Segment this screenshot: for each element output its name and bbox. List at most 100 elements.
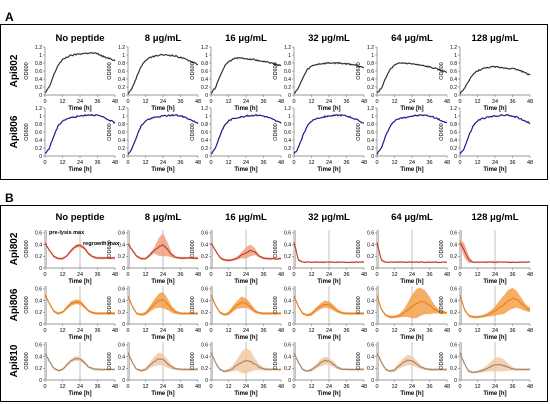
x-tick-label: 0 [458, 272, 461, 278]
y-tick-label: 0.4 [35, 138, 42, 144]
y-tick-label: 0.4 [284, 298, 291, 304]
x-axis-label: Time [h] [483, 106, 506, 112]
x-axis-label: Time [h] [483, 335, 506, 341]
y-tick-label: 0.4 [284, 242, 291, 248]
y-tick-label: 0.8 [118, 61, 125, 67]
x-tick-label: 36 [94, 160, 100, 166]
y-axis-label: OD600 [107, 123, 113, 140]
subplot-api806-16-g-ml: 0 12 24 36 48 Time [h] 0 0.2 0.4 0.6 OD600 [190, 286, 284, 341]
y-axis-label: OD600 [439, 123, 445, 140]
y-tick-label: 0.4 [35, 242, 42, 248]
y-tick-label: 1.2 [367, 106, 374, 112]
y-tick-label: 0 [122, 93, 125, 99]
x-tick-label: 48 [444, 328, 450, 334]
y-tick-label: 0.6 [35, 130, 42, 136]
subplot-api810-32-g-ml: 0 12 24 36 48 Time [h] 0 0.2 0.4 0.6 OD600 [273, 342, 367, 397]
y-tick-label: 0.6 [284, 69, 291, 75]
x-tick-label: 12 [391, 160, 397, 166]
x-axis-label: Time [h] [400, 335, 423, 341]
x-tick-label: 0 [43, 272, 46, 278]
y-tick-label: 0.8 [367, 122, 374, 128]
y-axis-label: OD600 [190, 240, 196, 257]
x-axis-label: Time [h] [234, 106, 257, 112]
x-tick-label: 36 [260, 160, 266, 166]
y-tick-label: 0.6 [35, 69, 42, 75]
x-tick-label: 36 [177, 99, 183, 105]
x-tick-label: 36 [426, 99, 432, 105]
x-tick-label: 24 [160, 272, 166, 278]
x-tick-label: 24 [326, 99, 332, 105]
x-tick-label: 48 [278, 384, 284, 390]
x-tick-label: 48 [278, 160, 284, 166]
y-tick-label: 1 [39, 114, 42, 120]
y-tick-label: 1 [288, 114, 291, 120]
subplot-api802-128-g-ml: 0 12 24 36 48 Time [h] 0 0.2 0.4 0.6 OD600 [439, 230, 533, 285]
x-tick-label: 36 [509, 160, 515, 166]
x-tick-label: 24 [492, 99, 498, 105]
x-tick-label: 24 [160, 160, 166, 166]
x-tick-label: 12 [391, 99, 397, 105]
x-tick-label: 24 [77, 160, 83, 166]
series-line-api802-no-peptide [44, 51, 116, 94]
y-tick-label: 0.8 [284, 122, 291, 128]
y-tick-label: 0.6 [367, 343, 374, 349]
y-tick-label: 1.2 [450, 106, 457, 112]
y-tick-label: 1 [205, 53, 208, 59]
x-tick-label: 48 [444, 384, 450, 390]
x-tick-label: 24 [409, 328, 415, 334]
y-tick-label: 0.2 [284, 310, 291, 316]
x-tick-label: 36 [509, 272, 515, 278]
x-tick-label: 0 [458, 160, 461, 166]
y-tick-label: 0.6 [201, 231, 208, 237]
y-tick-label: 0.4 [118, 77, 125, 83]
y-tick-label: 0.6 [367, 231, 374, 237]
x-tick-label: 24 [77, 384, 83, 390]
y-tick-label: 0.8 [284, 61, 291, 67]
x-tick-label: 0 [43, 384, 46, 390]
y-tick-label: 0.2 [201, 310, 208, 316]
x-axis-label: Time [h] [317, 279, 340, 285]
x-axis-label: Time [h] [151, 167, 174, 173]
subplot-api802-8-g-ml: 0 12 24 36 48 Time [h] 0 0.2 0.4 0.6 OD600 [107, 230, 201, 285]
x-axis-label: Time [h] [400, 279, 423, 285]
y-tick-label: 0.2 [118, 366, 125, 372]
y-tick-label: 1 [288, 53, 291, 59]
series-line-api806-128-g-ml [459, 294, 531, 319]
row-label-api802: Api802 [9, 232, 20, 265]
x-tick-label: 0 [292, 384, 295, 390]
y-tick-label: 0.6 [201, 343, 208, 349]
x-tick-label: 24 [492, 328, 498, 334]
x-tick-label: 0 [292, 328, 295, 334]
x-tick-label: 36 [343, 384, 349, 390]
series-line-api806-16-g-ml [210, 294, 282, 316]
x-tick-label: 12 [391, 328, 397, 334]
subplot-api810-16-g-ml: 0 12 24 36 48 Time [h] 0 0.2 0.4 0.6 OD600 [190, 342, 284, 397]
x-tick-label: 12 [225, 384, 231, 390]
x-axis-label: Time [h] [68, 106, 91, 112]
y-axis-label: OD600 [190, 62, 196, 79]
x-tick-label: 12 [391, 272, 397, 278]
y-tick-label: 0.4 [284, 77, 291, 83]
x-tick-label: 12 [59, 160, 65, 166]
x-axis-label: Time [h] [317, 106, 340, 112]
y-tick-label: 0.6 [367, 130, 374, 136]
x-axis-label: Time [h] [317, 391, 340, 397]
x-axis-label: Time [h] [400, 167, 423, 173]
x-tick-label: 12 [142, 272, 148, 278]
x-tick-label: 24 [160, 384, 166, 390]
x-tick-label: 36 [343, 99, 349, 105]
x-tick-label: 12 [308, 384, 314, 390]
x-tick-label: 36 [177, 160, 183, 166]
x-tick-label: 24 [243, 99, 249, 105]
x-tick-label: 48 [278, 99, 284, 105]
y-tick-label: 1.2 [367, 45, 374, 51]
panel-b-frame [0, 205, 548, 402]
x-tick-label: 24 [160, 99, 166, 105]
x-tick-label: 36 [426, 328, 432, 334]
series-line-api810-16-g-ml [210, 352, 282, 373]
subplot-api802-64-g-ml: 0 12 24 36 48 Time [h] 0 0.2 0.4 0.6 0.8 1 1.2 OD600 [356, 45, 450, 112]
x-tick-label: 36 [177, 328, 183, 334]
y-tick-label: 0.2 [201, 366, 208, 372]
y-tick-label: 0.4 [367, 354, 374, 360]
x-tick-label: 48 [361, 272, 367, 278]
